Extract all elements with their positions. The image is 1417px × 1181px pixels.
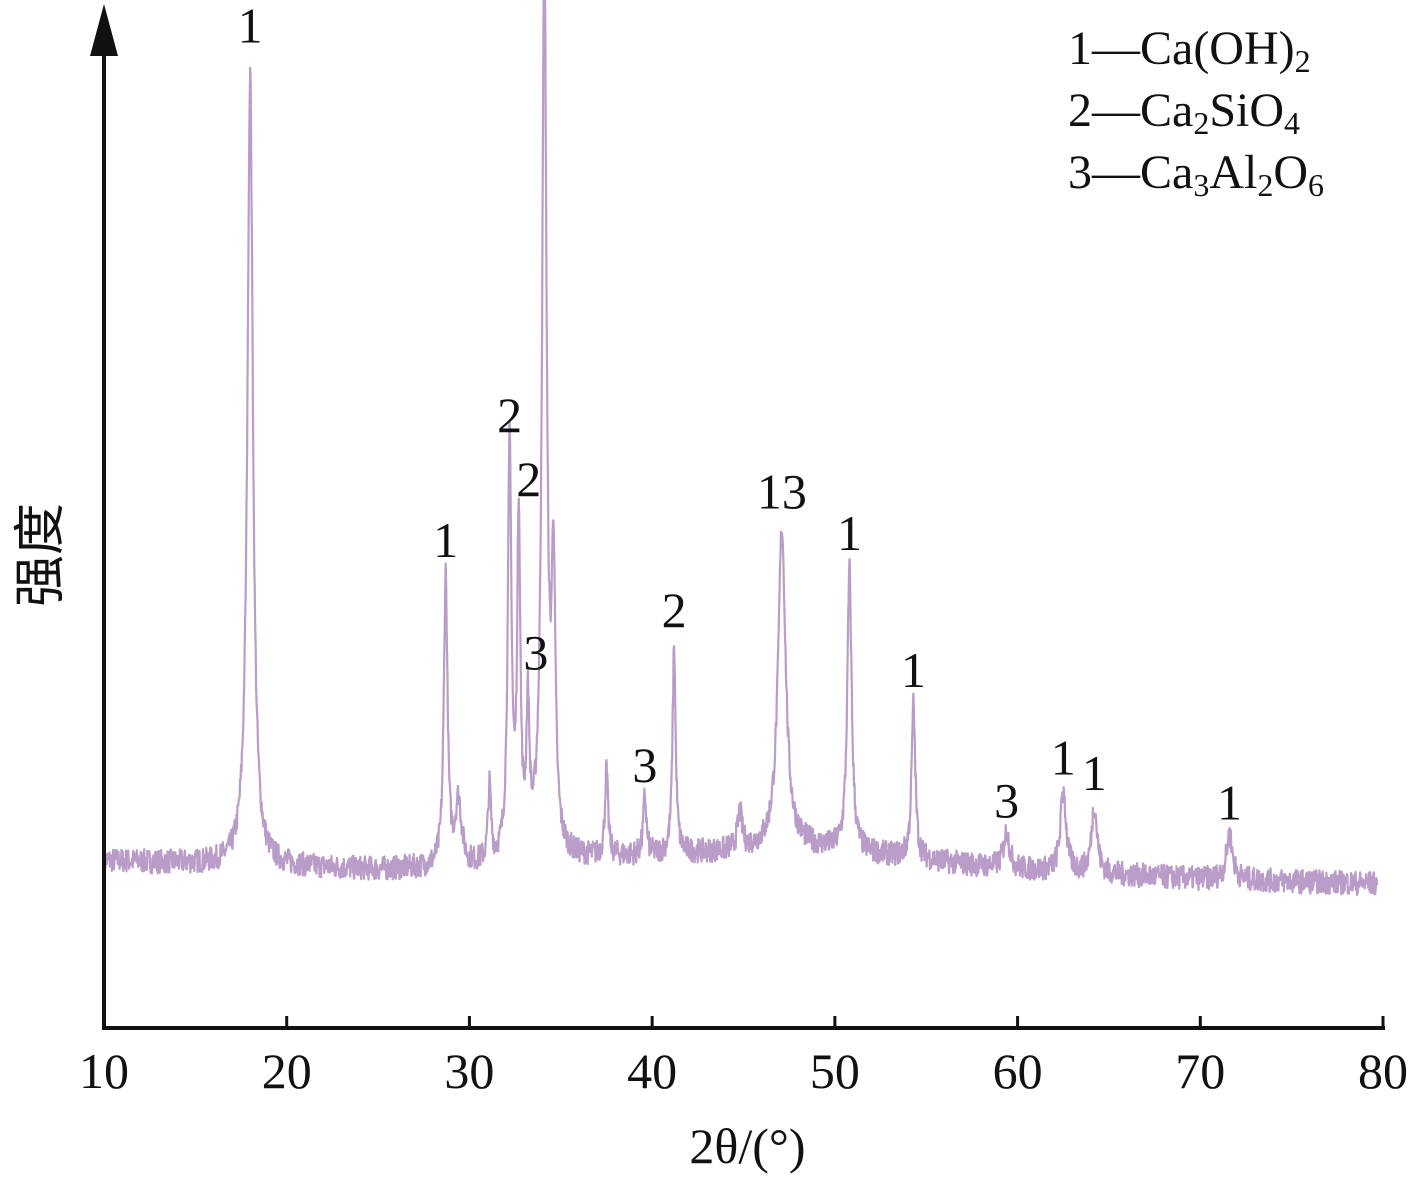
x-tick-label: 80	[1358, 1043, 1408, 1099]
xrd-pattern-line	[102, 0, 1379, 897]
peak-label: 2	[662, 582, 687, 638]
x-tick-label: 50	[810, 1043, 860, 1099]
peak-label: 1	[901, 642, 926, 698]
legend-entry: 1—Ca(OH)2	[1068, 22, 1311, 79]
x-tick-label: 60	[993, 1043, 1043, 1099]
peak-label: 1	[837, 505, 862, 561]
peak-label: 2	[497, 387, 522, 443]
peak-label: 1	[433, 512, 458, 568]
peak-label: 1	[1082, 745, 1107, 801]
x-tick-label: 70	[1175, 1043, 1225, 1099]
x-ticks: 10 20 30 40 50 60 70 80	[79, 1016, 1408, 1099]
peak-label: 3	[523, 625, 548, 681]
y-axis-arrow	[90, 4, 118, 56]
x-tick-label: 30	[444, 1043, 494, 1099]
axes	[90, 4, 1385, 1030]
peak-label: 13	[757, 463, 807, 519]
x-tick-label: 10	[79, 1043, 129, 1099]
peak-label: 3	[994, 772, 1019, 828]
legend-entry: 2—Ca2SiO4	[1068, 84, 1300, 141]
x-axis-title: 2θ/(°)	[689, 1118, 805, 1174]
x-tick-label: 20	[262, 1043, 312, 1099]
peak-label: 1	[238, 0, 263, 54]
plot-area	[102, 0, 1379, 897]
y-axis-title: 强度	[13, 503, 70, 607]
peak-label: 1	[1217, 774, 1242, 830]
legend-entry: 3—Ca3Al2O6	[1068, 146, 1324, 203]
peak-labels: 1122313213113111	[238, 0, 1242, 830]
peak-label: 3	[632, 737, 657, 793]
x-tick-label: 40	[627, 1043, 677, 1099]
peak-label: 1	[1051, 729, 1076, 785]
peak-label: 2	[516, 451, 541, 507]
